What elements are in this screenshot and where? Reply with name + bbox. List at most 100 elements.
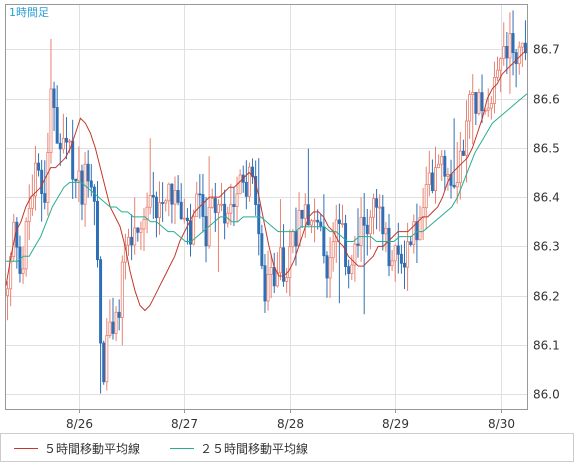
- candle-down: [319, 221, 323, 228]
- candle-up: [353, 243, 357, 266]
- candle-down: [514, 52, 518, 65]
- candle-up: [378, 206, 382, 209]
- candle-up: [468, 94, 472, 122]
- candle-up: [437, 163, 441, 168]
- candle-down: [449, 174, 453, 186]
- candle-down: [461, 150, 465, 156]
- candle-down: [43, 193, 47, 203]
- y-tick-label: 86.7: [533, 43, 560, 57]
- candle-up: [148, 194, 152, 208]
- candle-up: [393, 245, 397, 262]
- candle-down: [111, 321, 115, 334]
- candle-down: [409, 241, 413, 245]
- candle-down: [430, 172, 434, 191]
- candle-up: [446, 174, 450, 177]
- y-tick-label: 86.5: [533, 142, 560, 156]
- candle-down: [443, 155, 447, 177]
- candle-down: [272, 267, 276, 287]
- candle-down: [95, 200, 99, 261]
- candle-down: [337, 219, 341, 224]
- candle-up: [517, 46, 521, 65]
- legend-label-ma5: ５時間移動平均線: [44, 441, 140, 456]
- candle-up: [220, 203, 224, 206]
- candle-up: [6, 288, 10, 297]
- candle-up: [334, 219, 338, 243]
- candle-up: [33, 162, 37, 197]
- candle-down: [294, 230, 298, 247]
- candle-down: [244, 181, 248, 197]
- candle-up: [492, 76, 496, 104]
- candle-up: [195, 193, 199, 218]
- candle-down: [344, 223, 348, 268]
- candle-up: [235, 193, 239, 207]
- candle-down: [356, 243, 360, 246]
- candle-up: [424, 184, 428, 209]
- candle-up: [105, 335, 109, 383]
- y-tick-label: 86.0: [533, 388, 560, 402]
- y-axis-ticks: 86.7 86.6 86.5 86.4 86.3 86.2 86.1 86.0: [533, 43, 560, 402]
- candle-up: [368, 216, 372, 235]
- candle-down: [474, 92, 478, 114]
- candle-down: [254, 176, 258, 205]
- candle-down: [306, 204, 310, 226]
- y-tick-label: 86.1: [533, 339, 560, 353]
- candle-up: [477, 92, 481, 114]
- x-tick-label: 8/26: [66, 417, 93, 431]
- candle-down: [381, 206, 385, 235]
- candle-up: [291, 230, 295, 248]
- candle-down: [362, 216, 366, 226]
- plot-frame: [5, 4, 528, 410]
- candle-up: [496, 69, 500, 78]
- candle-up: [499, 58, 503, 71]
- candle-up: [288, 246, 292, 278]
- candle-down: [198, 193, 202, 196]
- candle-down: [189, 220, 193, 245]
- candle-up: [285, 277, 289, 282]
- candle-down: [170, 183, 174, 205]
- candle-up: [269, 267, 273, 275]
- candle-up: [421, 207, 425, 218]
- candle-down: [64, 137, 68, 143]
- candle-up: [229, 204, 233, 214]
- candle-down: [179, 201, 183, 220]
- candle-down: [480, 92, 484, 111]
- candle-down: [223, 203, 227, 224]
- candle-up: [406, 241, 410, 268]
- candle-up: [340, 223, 344, 225]
- candle-up: [49, 88, 53, 153]
- candle-down: [399, 253, 403, 264]
- candle-up: [61, 137, 65, 150]
- candle-down: [58, 142, 62, 150]
- candle-down: [89, 180, 93, 188]
- x-tick-label: 8/29: [382, 417, 409, 431]
- y-tick-label: 86.3: [533, 240, 560, 254]
- candle-down: [300, 209, 304, 219]
- candle-down: [130, 236, 134, 246]
- candle-up: [455, 182, 459, 188]
- x-axis-ticks: 8/26 8/27 8/28 8/29 8/30: [66, 409, 515, 431]
- candle-down: [80, 170, 84, 205]
- candle-up: [303, 204, 307, 219]
- candle-down: [396, 245, 400, 255]
- candle-down: [176, 190, 180, 203]
- candle-up: [313, 219, 317, 222]
- candle-up: [418, 217, 422, 241]
- candle-down: [71, 140, 75, 180]
- candle-down: [55, 107, 59, 144]
- candle-down: [375, 198, 379, 208]
- candle-down: [415, 221, 419, 241]
- candle-up: [182, 217, 186, 220]
- candle-down: [201, 194, 205, 217]
- y-tick-label: 86.2: [533, 290, 560, 304]
- candle-down: [523, 42, 527, 54]
- legend: ５時間移動平均線 ２５時間移動平均線: [14, 441, 308, 456]
- candle-down: [387, 227, 391, 267]
- candle-up: [133, 227, 137, 246]
- candle-down: [282, 247, 286, 282]
- candle-down: [263, 265, 267, 302]
- candle-up: [486, 107, 490, 111]
- candle-down: [185, 217, 189, 222]
- candle-down: [505, 45, 509, 59]
- candle-up: [139, 228, 143, 233]
- candle-up: [309, 220, 313, 226]
